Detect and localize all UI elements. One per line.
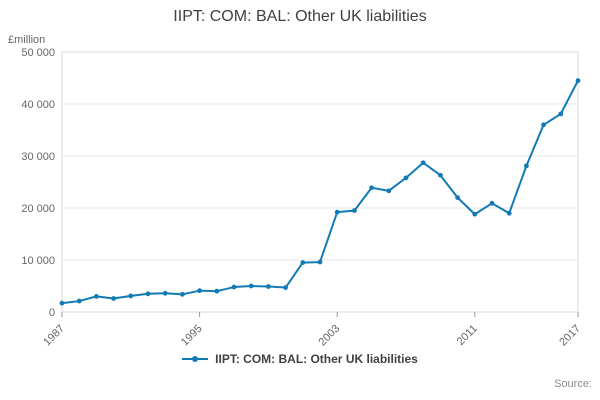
y-tick-label: 50 000 <box>21 47 55 59</box>
data-point-marker <box>111 296 116 301</box>
data-point-marker <box>489 200 495 206</box>
y-tick-label: 40 000 <box>21 99 55 111</box>
plot-border <box>61 51 579 313</box>
data-point-marker <box>403 175 409 181</box>
data-point-marker <box>231 284 237 290</box>
data-point-marker <box>266 284 271 289</box>
x-tick-label: 2017 <box>557 323 583 349</box>
data-point-marker <box>197 288 203 294</box>
y-tick-label: 10 000 <box>21 255 55 267</box>
data-point-marker <box>524 163 529 169</box>
data-point-marker <box>472 211 478 217</box>
data-point-marker <box>248 283 254 289</box>
data-point-marker <box>214 288 220 294</box>
data-point-marker <box>145 291 151 297</box>
page-title: IIPT: COM: BAL: Other UK liabilities <box>173 8 427 25</box>
x-tick-label: 2003 <box>317 323 343 349</box>
data-point-marker <box>506 210 512 216</box>
data-point-marker <box>162 290 168 296</box>
data-point-marker <box>180 291 185 297</box>
x-tick-label: 2011 <box>455 323 480 348</box>
data-point-marker <box>334 209 340 215</box>
x-tick-label: 1987 <box>41 323 67 349</box>
data-point-marker <box>300 260 306 265</box>
y-axis-unit-label: £million <box>8 34 46 46</box>
legend-item[interactable]: IIPT: COM: BAL: Other UK liabilities <box>182 352 418 366</box>
data-point-marker <box>420 160 426 166</box>
data-point-marker <box>558 111 564 117</box>
data-point-marker <box>369 185 374 191</box>
legend: IIPT: COM: BAL: Other UK liabilities <box>0 352 600 366</box>
data-point-marker <box>76 298 82 304</box>
data-point-marker <box>317 259 323 265</box>
data-point-marker <box>352 208 357 214</box>
source-label: Source: <box>554 378 592 390</box>
x-tick-label: 1995 <box>179 323 205 349</box>
y-tick-label: 20 000 <box>21 203 55 215</box>
data-point-marker <box>94 294 99 299</box>
data-point-marker <box>386 188 392 194</box>
data-point-marker <box>128 293 134 299</box>
y-tick-label: 30 000 <box>21 151 55 163</box>
data-point-marker <box>455 195 460 201</box>
data-point-marker <box>283 285 288 290</box>
legend-line-marker-icon <box>182 356 209 362</box>
y-tick-label: 0 <box>49 307 55 319</box>
data-point-marker <box>438 172 443 178</box>
series-line <box>61 79 579 305</box>
data-point-marker <box>541 122 546 128</box>
data-point-marker <box>575 78 581 83</box>
legend-label: IIPT: COM: BAL: Other UK liabilities <box>215 352 418 366</box>
data-point-marker <box>59 300 65 306</box>
